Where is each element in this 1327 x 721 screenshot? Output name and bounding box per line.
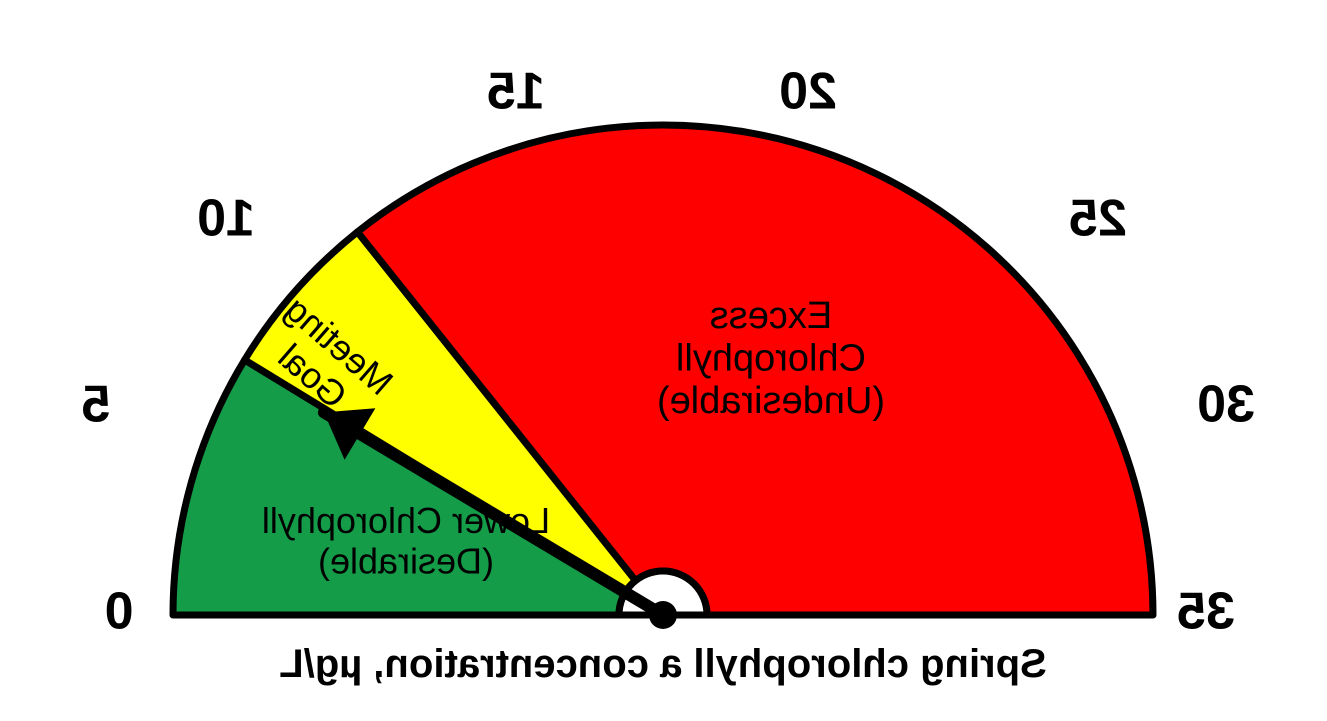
- gauge-title: Spring chlorophyll a concentration, µg/L: [279, 642, 1047, 686]
- tick-15: 15: [487, 63, 545, 121]
- tick-0: 0: [105, 583, 134, 641]
- tick-5: 5: [82, 376, 111, 434]
- tick-35: 35: [1177, 583, 1235, 641]
- tick-30: 30: [1197, 376, 1255, 434]
- needle-hub: [649, 601, 677, 629]
- tick-10: 10: [197, 190, 255, 248]
- tick-25: 25: [1069, 190, 1127, 248]
- tick-20: 20: [779, 63, 837, 121]
